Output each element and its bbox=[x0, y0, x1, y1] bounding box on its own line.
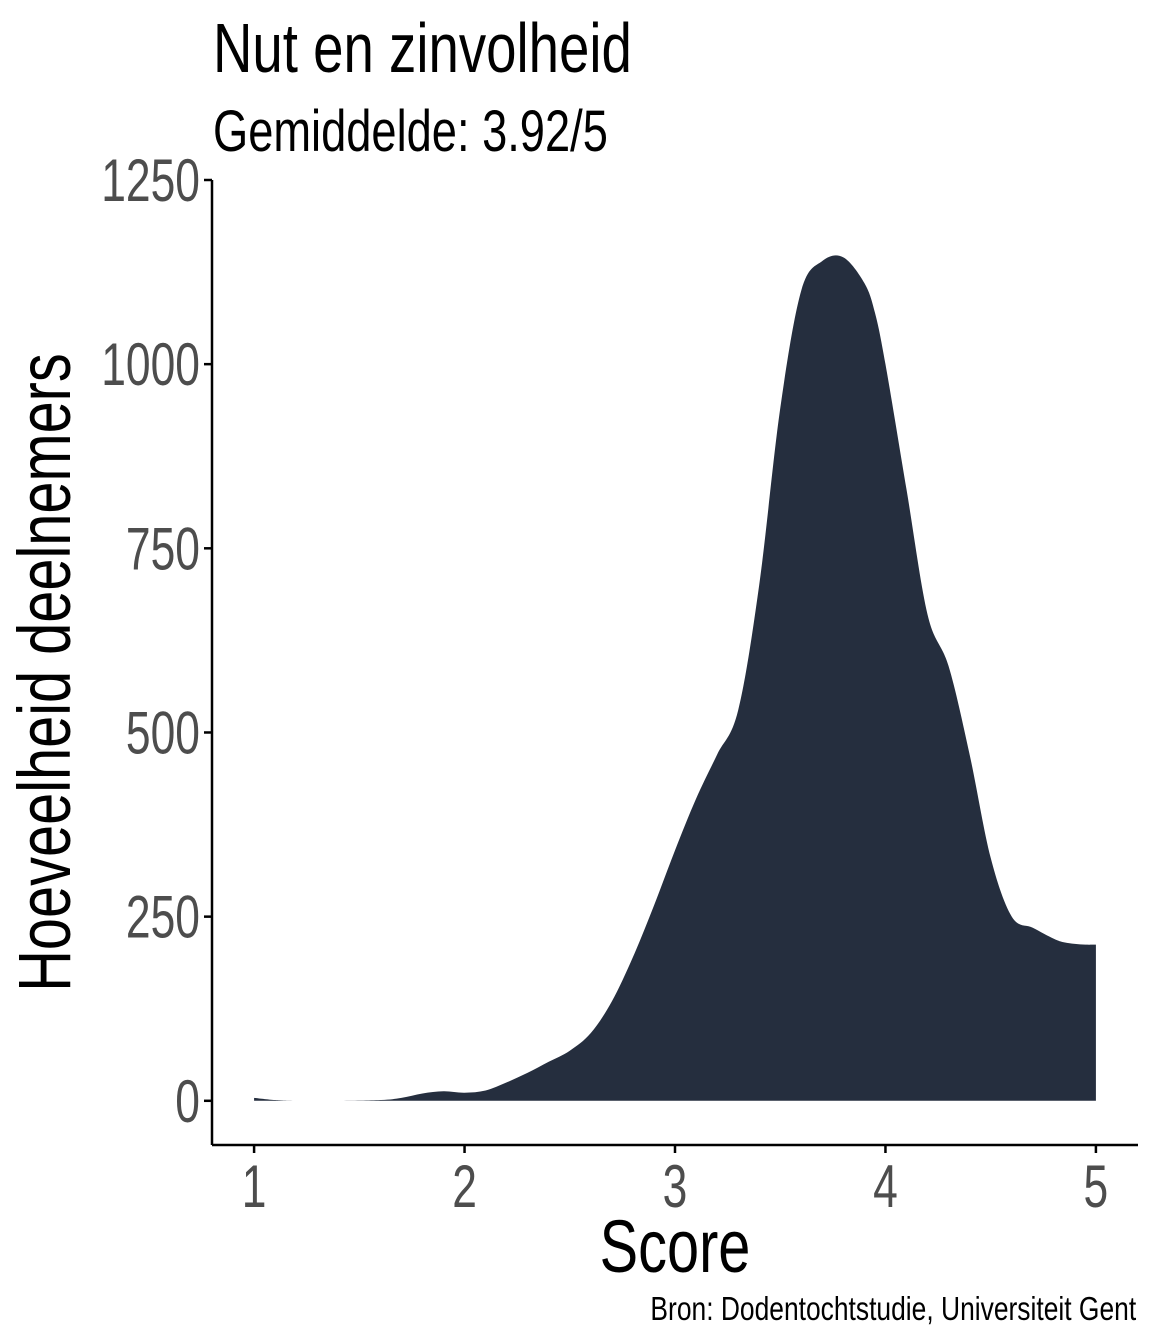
plot-area bbox=[254, 255, 1096, 1101]
chart-title: Nut en zinvolheid bbox=[213, 9, 632, 87]
y-axis-title: Hoeveelheid deelnemers bbox=[4, 353, 87, 992]
y-tick-label: 1250 bbox=[101, 148, 200, 215]
x-tick-label: 3 bbox=[663, 1154, 688, 1221]
density-area bbox=[254, 255, 1096, 1101]
y-tick-label: 0 bbox=[175, 1068, 200, 1135]
x-axis: 1 2 3 4 5 bbox=[212, 1143, 1138, 1221]
chart-subtitle: Gemiddelde: 3.92/5 bbox=[213, 99, 608, 164]
y-tick-label: 750 bbox=[126, 516, 200, 583]
y-tick-label: 1000 bbox=[101, 332, 200, 399]
x-tick-label: 5 bbox=[1084, 1154, 1109, 1221]
x-tick-label: 2 bbox=[452, 1154, 477, 1221]
x-tick-label: 1 bbox=[242, 1154, 267, 1221]
y-axis: 0 250 500 750 1000 1250 bbox=[101, 148, 214, 1145]
x-tick-label: 4 bbox=[873, 1154, 898, 1221]
source-caption: Bron: Dodentochtstudie, Universiteit Gen… bbox=[650, 1290, 1136, 1327]
y-tick-label: 500 bbox=[126, 700, 200, 767]
y-tick-label: 250 bbox=[126, 884, 200, 951]
x-axis-title: Score bbox=[600, 1206, 751, 1289]
